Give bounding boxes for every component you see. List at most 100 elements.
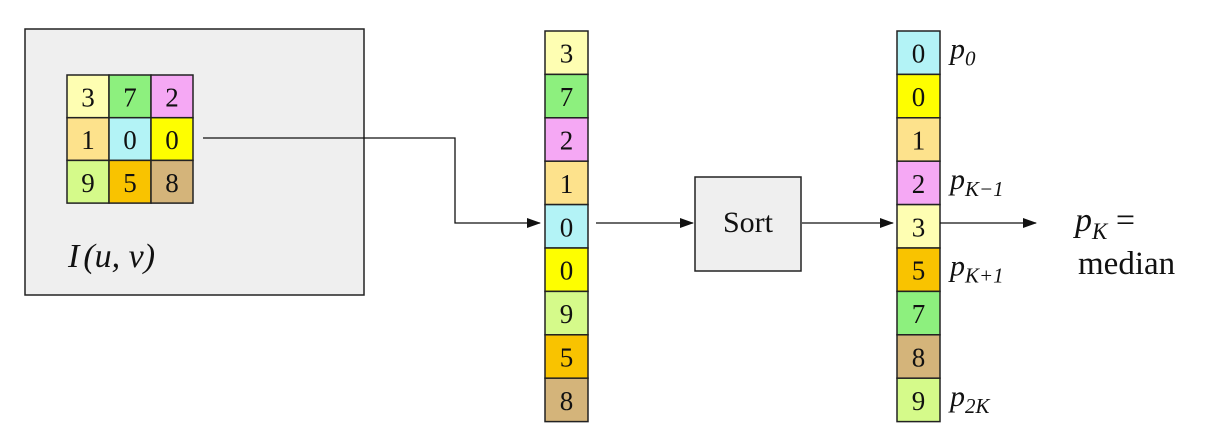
sort-box-label: Sort (723, 206, 774, 239)
sorted-cell-3-value: 2 (912, 169, 926, 199)
sorted-label-0-p: p (948, 33, 965, 66)
unsorted-cell-8-value: 8 (560, 386, 574, 416)
result-equals: = (1107, 202, 1135, 239)
sorted-cell-6-bg (896, 290, 941, 336)
unsorted-cell-3-bg (544, 160, 589, 206)
unsorted-cell-6-value: 9 (560, 299, 574, 329)
unsorted-cell-4: 0 (544, 203, 589, 249)
grid-cell-r1-c1: 0 (108, 116, 152, 162)
result-pk: pK = (1073, 202, 1135, 244)
grid-cell-r1-c1-value: 0 (123, 125, 137, 155)
sorted-label-5: pK+1 (948, 250, 1004, 288)
grid-cell-r2-c1-bg (108, 159, 152, 204)
unsorted-cell-2: 2 (544, 117, 589, 162)
sorted-cell-1-bg (896, 73, 941, 119)
sorted-cell-4: 3 (896, 203, 941, 249)
grid-cell-r2-c2-value: 8 (165, 168, 179, 198)
unsorted-cell-2-bg (544, 117, 589, 162)
sorted-cell-4-value: 3 (912, 212, 926, 242)
unsorted-cell-3-value: 1 (560, 169, 574, 199)
unsorted-cell-5-value: 0 (560, 256, 574, 286)
grid-cell-r2-c0-value: 9 (81, 168, 95, 198)
unsorted-cell-6: 9 (544, 290, 589, 336)
grid-cell-r1-c0-value: 1 (81, 125, 95, 155)
image-label-I: I (67, 238, 81, 275)
sorted-label-5-p: p (948, 250, 965, 283)
sorted-cell-6-value: 7 (912, 299, 926, 329)
unsorted-cell-4-bg (544, 203, 589, 249)
unsorted-cell-0-value: 3 (560, 39, 574, 69)
unsorted-cell-3: 1 (544, 160, 589, 206)
unsorted-column: 3 7 2 1 0 0 9 5 8 (544, 30, 589, 423)
sort-box-rect (694, 176, 802, 272)
unsorted-cell-7: 5 (544, 334, 589, 379)
grid-cell-r2-c1-value: 5 (123, 168, 137, 198)
grid-cell-r0-c1-value: 7 (123, 82, 137, 112)
grid-cell-r1-c1-bg (108, 116, 152, 162)
grid-cell-r0-c2: 2 (150, 74, 194, 119)
arrow-grid-to-column (203, 137, 541, 228)
sorted-cell-5-bg (896, 247, 941, 293)
unsorted-cell-0: 3 (544, 30, 589, 76)
sorted-column: 0 0 1 2 3 5 7 8 9 (896, 30, 941, 423)
grid-cell-r2-c2: 8 (150, 159, 194, 204)
image-grid: 3 7 21 0 09 5 8 (66, 74, 194, 204)
unsorted-cell-8: 8 (544, 377, 589, 423)
sorted-cell-2-value: 1 (912, 126, 926, 156)
grid-cell-r0-c1: 7 (108, 74, 152, 119)
grid-cell-r1-c2-value: 0 (165, 125, 179, 155)
result-sub: K (1091, 219, 1109, 244)
sort-box: Sort (694, 176, 802, 272)
grid-cell-r0-c2-value: 2 (165, 82, 179, 112)
unsorted-cell-5-bg (544, 247, 589, 293)
unsorted-cell-7-bg (544, 334, 589, 379)
sorted-cell-8-value: 9 (912, 386, 926, 416)
sorted-cell-5-value: 5 (912, 256, 926, 286)
grid-cell-r1-c2: 0 (150, 116, 194, 162)
sorted-label-0: p0 (948, 33, 976, 71)
sorted-label-8-sub: 2K (965, 394, 991, 418)
sorted-cell-7: 8 (896, 334, 941, 379)
unsorted-cell-2-value: 2 (560, 126, 574, 156)
sorted-cell-7-value: 8 (912, 343, 926, 373)
result-median: median (1078, 246, 1175, 282)
unsorted-cell-1-value: 7 (560, 82, 574, 112)
sorted-cell-8: 9 (896, 377, 941, 423)
grid-cell-r0-c0-value: 3 (81, 82, 95, 112)
arrows (203, 137, 1037, 228)
grid-cell-r2-c0: 9 (66, 159, 110, 204)
sorted-label-3-sub: K−1 (964, 177, 1004, 201)
sorted-cell-0: 0 (896, 30, 941, 76)
sorted-cell-4-bg (896, 203, 941, 249)
sorted-cell-3: 2 (896, 160, 941, 206)
sorted-cell-2: 1 (896, 117, 941, 162)
unsorted-cell-8-bg (544, 377, 589, 423)
unsorted-cell-5: 0 (544, 247, 589, 293)
image-label-args: (u, v) (83, 238, 155, 275)
grid-cell-r0-c2-bg (150, 74, 194, 119)
image-panel: 3 7 21 0 09 5 8 I (u, v) (24, 28, 365, 296)
result-label: pK = median (1073, 202, 1175, 282)
sorted-cell-0-value: 0 (912, 39, 926, 69)
grid-cell-r2-c2-bg (150, 159, 194, 204)
sorted-cell-8-bg (896, 377, 941, 423)
sorted-cell-1-value: 0 (912, 82, 926, 112)
sorted-label-5-sub: K+1 (964, 264, 1004, 288)
unsorted-cell-4-value: 0 (560, 212, 574, 242)
unsorted-cell-7-value: 5 (560, 343, 574, 373)
unsorted-cell-6-bg (544, 290, 589, 336)
grid-cell-r0-c0: 3 (66, 74, 110, 119)
sorted-label-3: pK−1 (948, 163, 1004, 201)
result-p: p (1073, 202, 1092, 239)
grid-cell-r2-c1: 5 (108, 159, 152, 204)
sorted-cell-6: 7 (896, 290, 941, 336)
sorted-cell-1: 0 (896, 73, 941, 119)
image-label: I (u, v) (67, 238, 155, 275)
sorted-cell-5: 5 (896, 247, 941, 293)
grid-cell-r1-c0: 1 (66, 116, 110, 162)
sorted-label-0-sub: 0 (965, 47, 976, 71)
unsorted-cell-1-bg (544, 73, 589, 119)
sorted-label-8-p: p (948, 380, 965, 413)
